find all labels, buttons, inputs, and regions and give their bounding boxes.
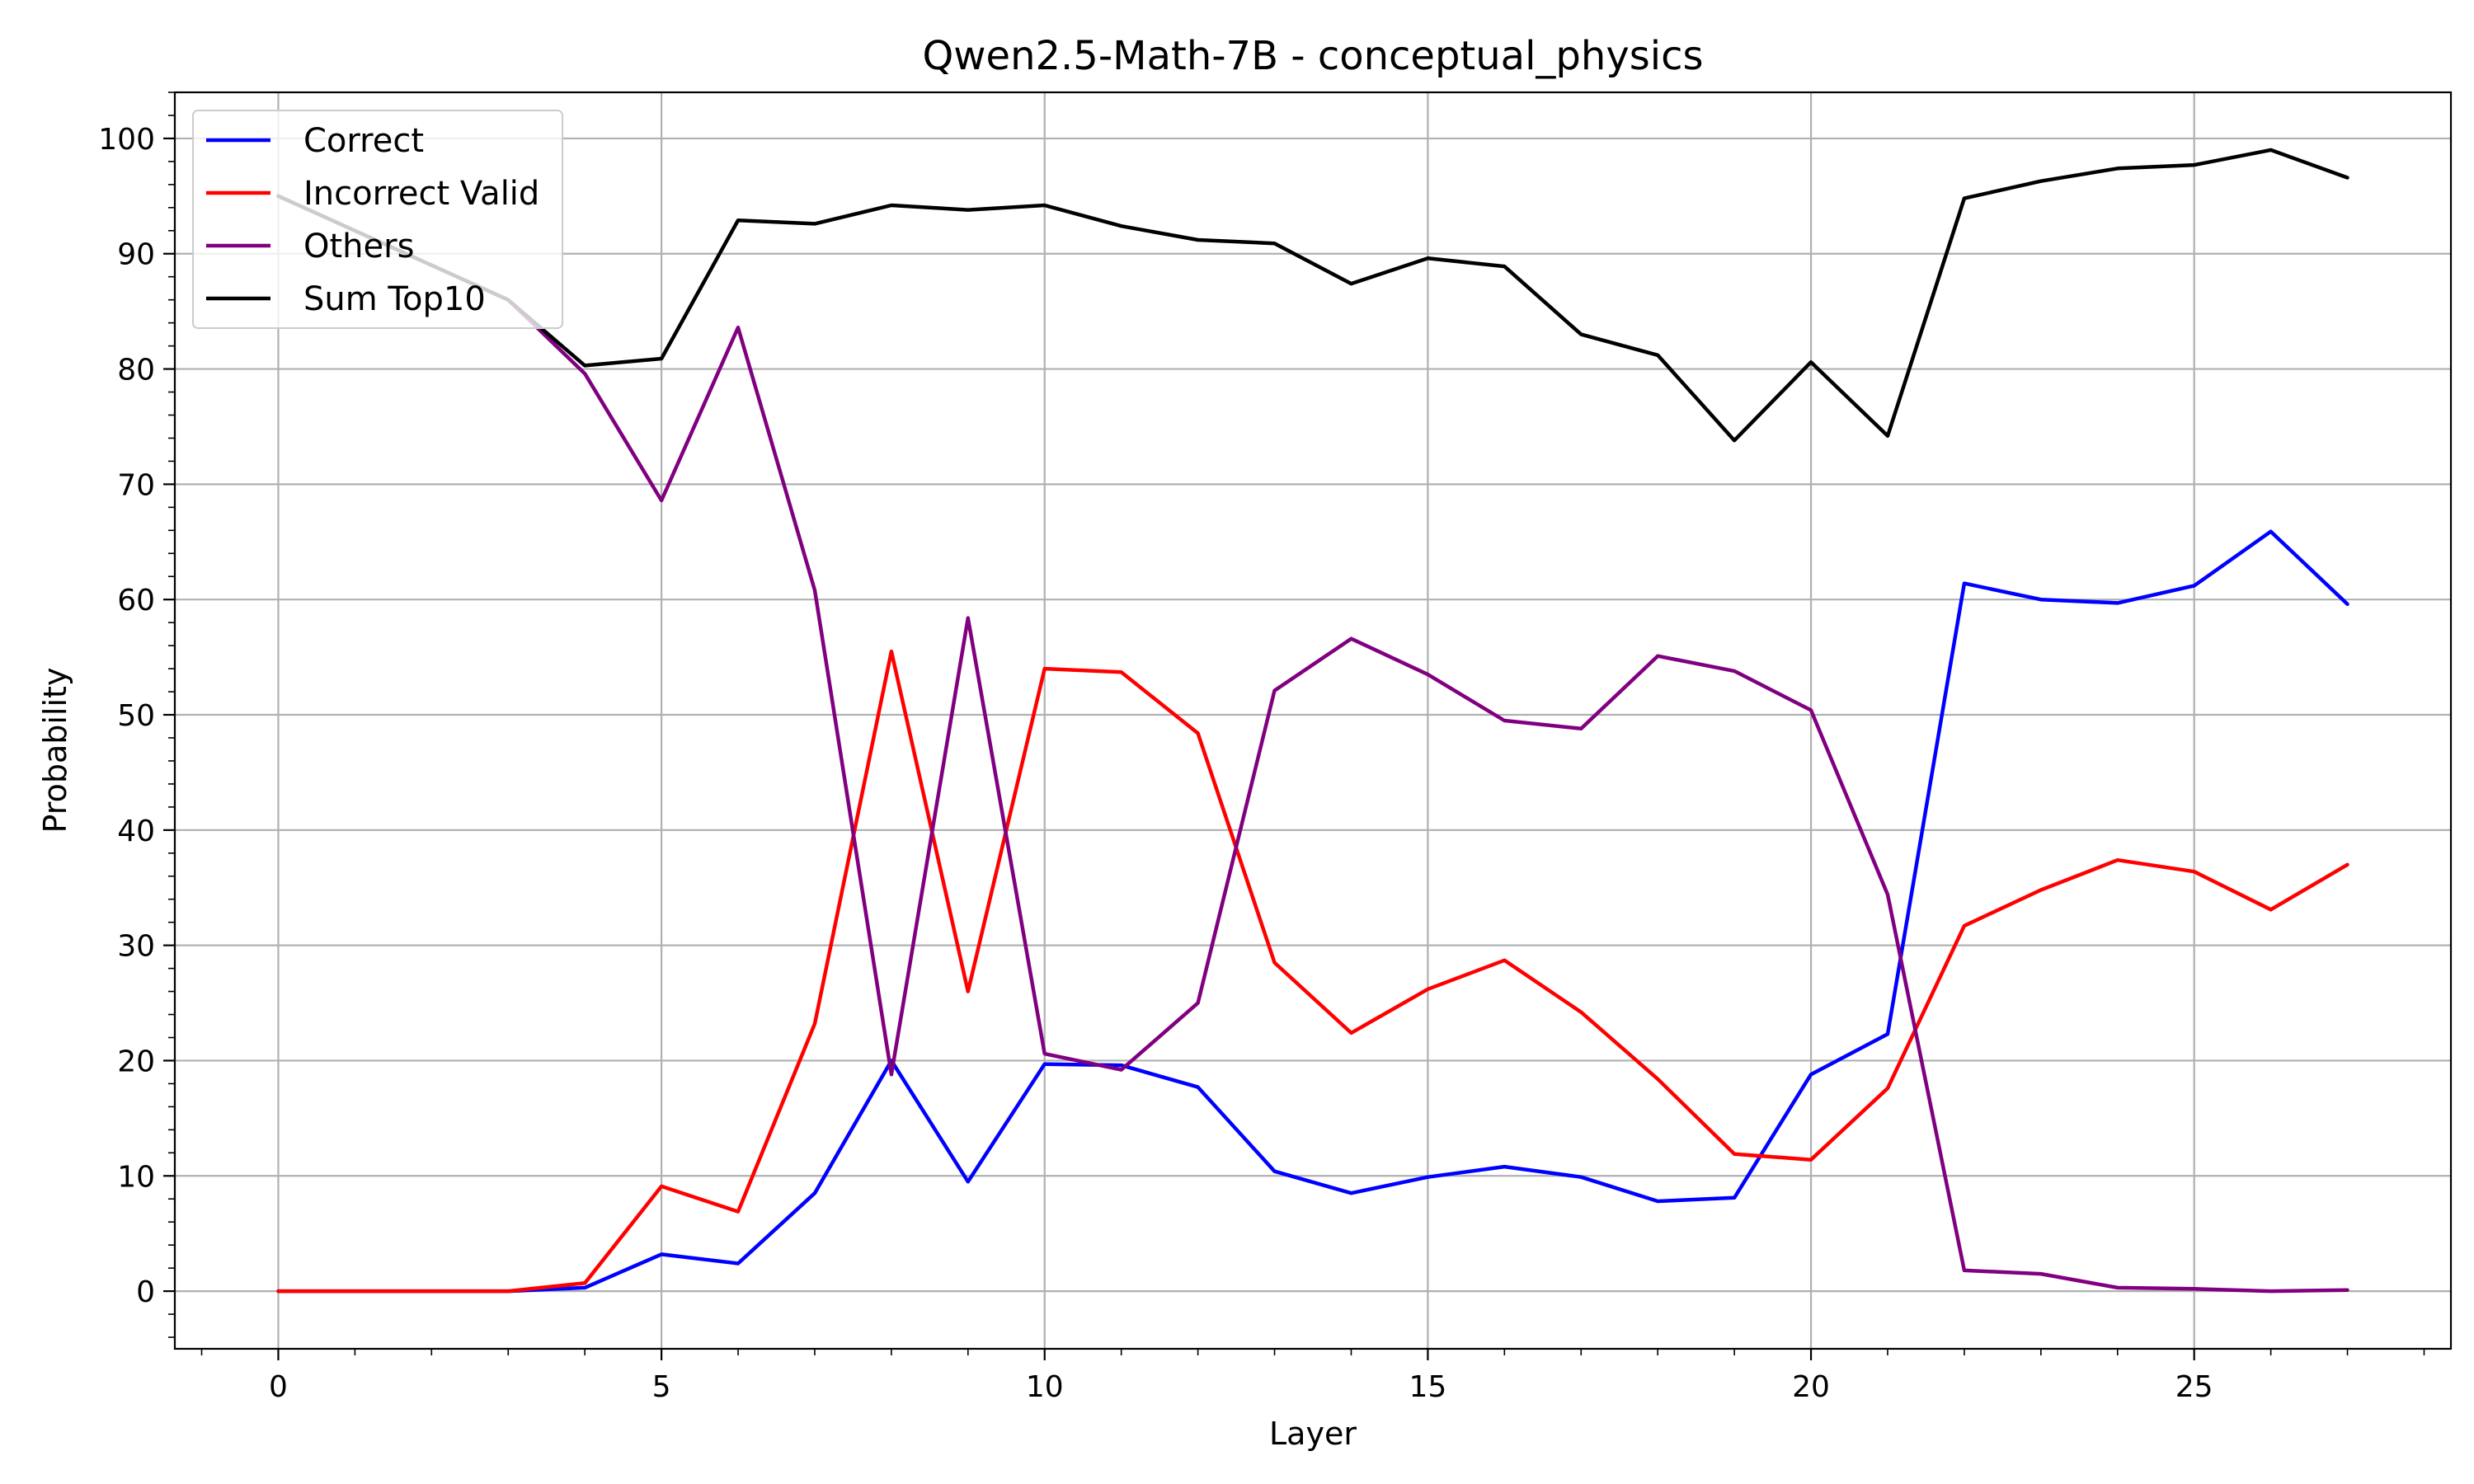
legend-label-others: Others — [303, 228, 414, 265]
y-tick-label: 30 — [117, 930, 155, 964]
series-line-incorrect-valid — [276, 649, 2349, 1294]
y-tick-label: 90 — [117, 238, 155, 272]
x-tick-label: 10 — [1026, 1370, 1064, 1404]
series-line-others — [276, 194, 2349, 1294]
legend-box — [192, 110, 563, 329]
y-tick-label: 70 — [117, 468, 155, 502]
y-tick-label: 50 — [117, 699, 155, 733]
legend-label-sum-top10: Sum Top10 — [303, 280, 486, 318]
x-tick-label: 20 — [1792, 1370, 1830, 1404]
y-tick-label: 0 — [136, 1275, 155, 1309]
y-tick-label: 80 — [117, 354, 155, 387]
y-tick-label: 100 — [98, 123, 155, 157]
chart-title: Qwen2.5-Math-7B - conceptual_physics — [923, 33, 1704, 79]
y-tick-label: 10 — [117, 1160, 155, 1194]
x-tick-label: 5 — [652, 1370, 671, 1404]
legend-label-incorrect-valid: Incorrect Valid — [303, 175, 539, 213]
series-line-correct — [276, 529, 2349, 1294]
y-tick-label: 40 — [117, 815, 155, 848]
plot-frame — [173, 91, 2453, 1350]
series-layer — [276, 148, 2349, 1294]
y-tick-label: 60 — [117, 584, 155, 618]
legend: Correct Incorrect Valid Others Sum Top10 — [192, 110, 563, 329]
x-tick-label: 25 — [2175, 1370, 2213, 1404]
axis-layer: 0 5 10 15 20 25 0 10 20 30 40 50 60 70 80 90 100 — [98, 92, 2425, 1404]
series-line-sum-top10 — [276, 148, 2349, 443]
x-axis-label: Layer — [1269, 1416, 1357, 1452]
legend-label-correct: Correct — [303, 122, 424, 160]
y-axis-label: Probability — [37, 668, 73, 834]
x-tick-label: 15 — [1409, 1370, 1446, 1404]
y-tick-label: 20 — [117, 1045, 155, 1078]
x-tick-label: 0 — [269, 1370, 288, 1404]
